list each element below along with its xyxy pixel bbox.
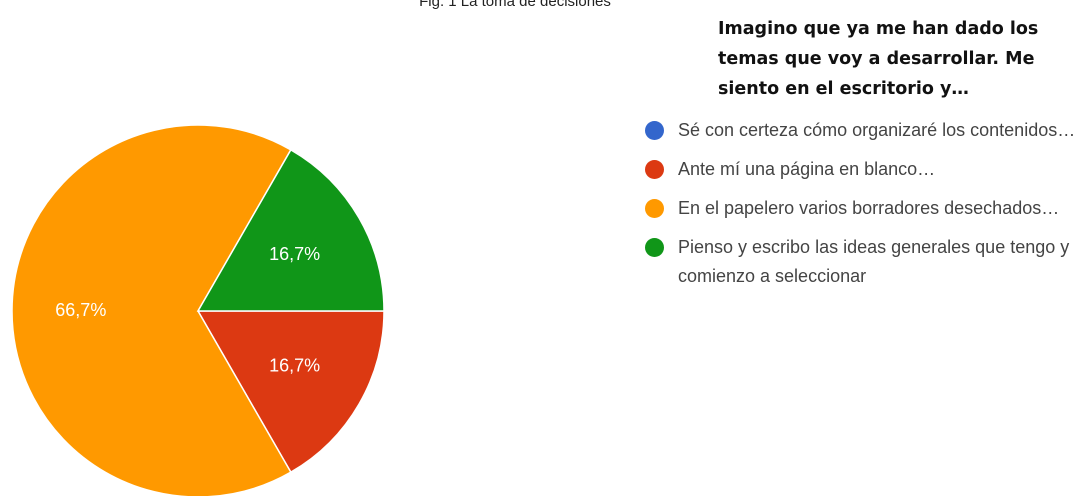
slice-label: 16,7% bbox=[269, 356, 320, 376]
chart: 16,7% 66,7% 16,7% bbox=[11, 124, 385, 496]
legend: Sé con certeza cómo organizaré los conte… bbox=[641, 116, 1087, 301]
legend-item: Ante mí una página en blanco… bbox=[641, 155, 1087, 184]
legend-swatch bbox=[645, 199, 664, 218]
pie-slice bbox=[11, 124, 292, 496]
legend-label: Sé con certeza cómo organizaré los conte… bbox=[678, 120, 1076, 140]
legend-swatch bbox=[645, 238, 664, 257]
legend-swatch bbox=[645, 160, 664, 179]
legend-item: En el papelero varios borradores desecha… bbox=[641, 194, 1087, 223]
legend-item: Pienso y escribo las ideas generales que… bbox=[641, 233, 1087, 291]
slice-label: 66,7% bbox=[55, 300, 106, 320]
legend-label: Ante mí una página en blanco… bbox=[678, 159, 936, 179]
legend-title: Imagino que ya me han dado los temas que… bbox=[718, 19, 1039, 99]
pie-slice bbox=[196, 148, 385, 312]
legend-item: Sé con certeza cómo organizaré los conte… bbox=[641, 116, 1087, 145]
legend-label: Pienso y escribo las ideas generales que… bbox=[678, 237, 1070, 286]
legend-label: En el papelero varios borradores desecha… bbox=[678, 198, 1060, 218]
slice-label: 16,7% bbox=[269, 244, 320, 264]
legend-swatch bbox=[645, 121, 664, 140]
chart-title: Fig. 1 La toma de decisiones bbox=[419, 0, 611, 10]
pie-slice bbox=[196, 310, 385, 474]
